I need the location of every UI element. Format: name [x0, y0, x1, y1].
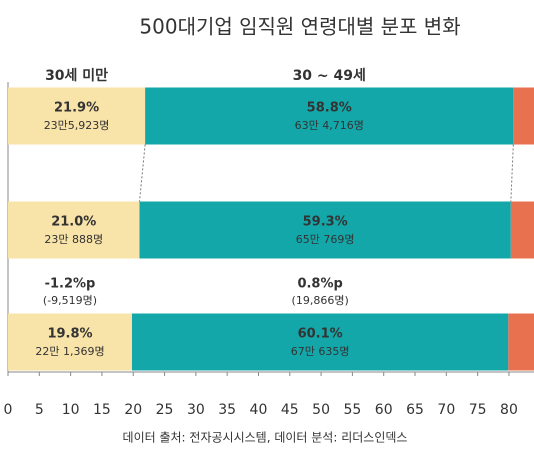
x-tick-label: 80	[500, 402, 518, 418]
x-tick-label: 0	[4, 402, 13, 418]
x-tick-label: 20	[124, 402, 142, 418]
value-label: 58.8%	[307, 101, 352, 116]
bar-segment	[8, 201, 140, 259]
count-label: 65만 769명	[296, 233, 355, 246]
x-tick-label: 40	[250, 402, 268, 418]
change-label: -1.2%p	[45, 277, 96, 292]
source: 데이터 출처: 전자공시시스템, 데이터 분석: 리더스인덱스	[123, 431, 408, 445]
value-label: 21.0%	[51, 215, 96, 230]
x-tick-label: 60	[375, 402, 393, 418]
change-label: 0.8%p	[297, 277, 342, 292]
x-tick-label: 10	[62, 402, 80, 418]
value-label: 21.9%	[54, 101, 99, 116]
bar-segment	[8, 87, 146, 145]
change-count: (19,866명)	[292, 294, 349, 307]
bar-segment	[131, 313, 509, 371]
value-label: 60.1%	[298, 327, 343, 342]
connector	[510, 144, 514, 202]
value-label: 59.3%	[303, 215, 348, 230]
x-tick-label: 5	[35, 402, 44, 418]
x-tick-label: 65	[406, 402, 424, 418]
legend-label: 30 ~ 49세	[293, 68, 366, 84]
bar-segment	[145, 87, 514, 145]
bar-segment	[513, 87, 534, 145]
x-tick-label: 55	[343, 402, 361, 418]
count-label: 23만5,923명	[44, 119, 110, 132]
x-tick-label: 45	[281, 402, 299, 418]
count-label: 67만 635명	[291, 345, 350, 358]
x-tick-label: 15	[93, 402, 111, 418]
count-label: 23만 888명	[44, 233, 103, 246]
value-label: 19.8%	[47, 327, 92, 342]
count-label: 63만 4,716명	[295, 119, 364, 132]
bar-segment	[508, 313, 534, 371]
x-tick-label: 30	[187, 402, 205, 418]
x-tick-label: 70	[437, 402, 455, 418]
x-tick-label: 75	[469, 402, 487, 418]
x-tick-label: 35	[218, 402, 236, 418]
change-count: (-9,519명)	[43, 294, 97, 307]
bar-segment	[510, 201, 534, 259]
bar-segment	[8, 313, 132, 371]
count-label: 22만 1,369명	[35, 345, 104, 358]
bar-segment	[139, 201, 511, 259]
x-tick-label: 50	[312, 402, 330, 418]
chart-title: 500대기업 임직원 연령대별 분포 변화	[139, 15, 460, 39]
x-tick-label: 25	[156, 402, 174, 418]
legend-label: 30세 미만	[45, 68, 108, 84]
connector	[139, 144, 146, 202]
